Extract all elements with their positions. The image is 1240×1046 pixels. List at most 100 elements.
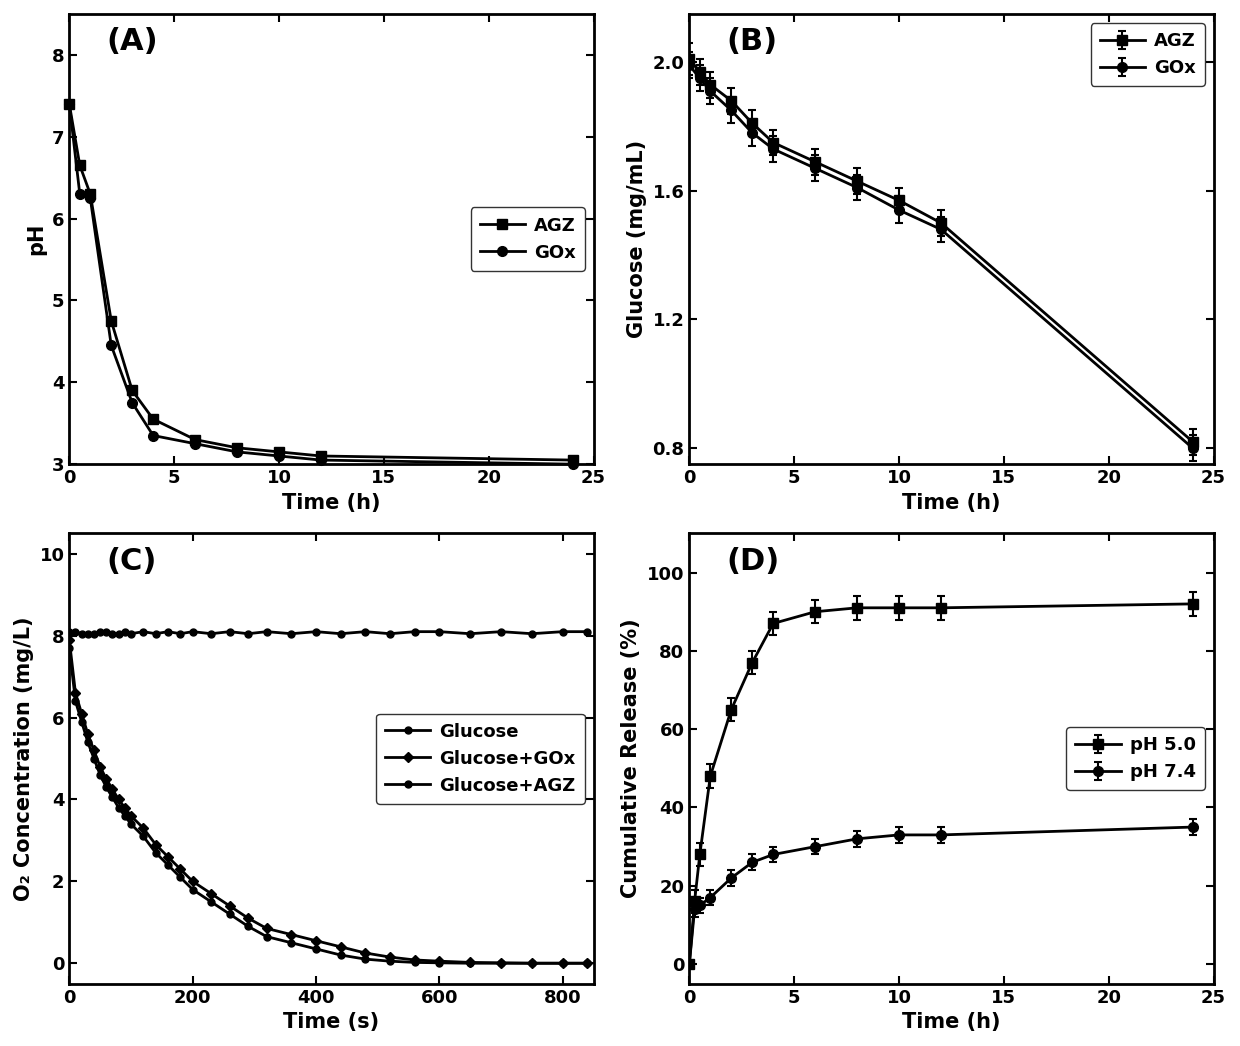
Glucose+GOx bbox=[463, 956, 477, 969]
Glucose+AGZ bbox=[112, 801, 126, 814]
X-axis label: Time (s): Time (s) bbox=[284, 1013, 379, 1032]
Glucose bbox=[136, 626, 151, 638]
AGZ bbox=[187, 433, 202, 446]
Glucose+AGZ bbox=[222, 908, 237, 920]
Glucose+GOx bbox=[172, 863, 187, 876]
GOx bbox=[272, 450, 286, 462]
Glucose+AGZ bbox=[259, 930, 274, 942]
Glucose+GOx bbox=[525, 957, 539, 970]
Glucose bbox=[222, 626, 237, 638]
Glucose+GOx bbox=[407, 954, 422, 967]
Glucose+GOx bbox=[68, 687, 83, 700]
Glucose+GOx bbox=[309, 934, 324, 947]
Glucose+GOx bbox=[383, 951, 398, 963]
GOx bbox=[104, 339, 119, 351]
GOx bbox=[83, 191, 98, 204]
Glucose+GOx bbox=[556, 957, 570, 970]
Text: (A): (A) bbox=[105, 27, 157, 56]
Glucose+AGZ bbox=[81, 736, 95, 749]
Glucose+GOx bbox=[160, 850, 175, 863]
Glucose+GOx bbox=[124, 810, 139, 822]
Glucose bbox=[463, 628, 477, 640]
Glucose+AGZ bbox=[68, 695, 83, 707]
Glucose bbox=[259, 626, 274, 638]
GOx bbox=[72, 187, 87, 200]
GOx bbox=[565, 458, 580, 471]
Glucose+GOx bbox=[432, 955, 446, 968]
Glucose+GOx bbox=[87, 744, 102, 756]
AGZ bbox=[104, 315, 119, 327]
Glucose+AGZ bbox=[407, 956, 422, 969]
Glucose+AGZ bbox=[185, 883, 200, 895]
Legend: AGZ, GOx: AGZ, GOx bbox=[1091, 23, 1204, 86]
Glucose bbox=[334, 628, 348, 640]
Glucose bbox=[407, 626, 422, 638]
Glucose+GOx bbox=[149, 838, 164, 850]
Glucose bbox=[383, 628, 398, 640]
Glucose bbox=[525, 628, 539, 640]
GOx bbox=[187, 437, 202, 450]
AGZ bbox=[565, 454, 580, 467]
Glucose bbox=[185, 626, 200, 638]
Glucose+AGZ bbox=[87, 752, 102, 765]
Glucose bbox=[580, 626, 595, 638]
Glucose bbox=[203, 628, 218, 640]
Glucose+AGZ bbox=[149, 846, 164, 859]
Glucose bbox=[99, 626, 114, 638]
Glucose+GOx bbox=[74, 707, 89, 720]
Glucose+GOx bbox=[222, 900, 237, 912]
Glucose bbox=[74, 628, 89, 640]
AGZ bbox=[72, 159, 87, 172]
Glucose bbox=[160, 626, 175, 638]
Glucose+AGZ bbox=[383, 955, 398, 968]
Glucose+GOx bbox=[105, 783, 120, 796]
Line: Glucose+AGZ: Glucose+AGZ bbox=[66, 644, 591, 967]
Glucose bbox=[149, 628, 164, 640]
Glucose bbox=[62, 626, 77, 638]
Text: (C): (C) bbox=[105, 547, 156, 576]
Glucose+GOx bbox=[136, 822, 151, 835]
AGZ bbox=[272, 446, 286, 458]
Glucose bbox=[358, 626, 373, 638]
Glucose+GOx bbox=[580, 957, 595, 970]
Glucose+AGZ bbox=[241, 920, 255, 933]
Glucose+GOx bbox=[241, 912, 255, 925]
GOx bbox=[229, 446, 244, 458]
Glucose+GOx bbox=[334, 940, 348, 953]
Line: Glucose: Glucose bbox=[66, 629, 591, 637]
Legend: Glucose, Glucose+GOx, Glucose+AGZ: Glucose, Glucose+GOx, Glucose+AGZ bbox=[376, 713, 584, 803]
Glucose+AGZ bbox=[172, 871, 187, 884]
Glucose+AGZ bbox=[105, 791, 120, 803]
Line: Glucose+GOx: Glucose+GOx bbox=[66, 636, 591, 967]
Glucose+GOx bbox=[185, 876, 200, 888]
Glucose+AGZ bbox=[525, 957, 539, 970]
X-axis label: Time (h): Time (h) bbox=[903, 493, 1001, 513]
Glucose+GOx bbox=[284, 928, 299, 940]
Glucose bbox=[172, 628, 187, 640]
Glucose+AGZ bbox=[99, 781, 114, 794]
Glucose+GOx bbox=[118, 801, 133, 814]
Glucose bbox=[87, 628, 102, 640]
Glucose+AGZ bbox=[309, 942, 324, 955]
Glucose+GOx bbox=[99, 773, 114, 786]
AGZ bbox=[62, 97, 77, 110]
X-axis label: Time (h): Time (h) bbox=[283, 493, 381, 513]
Glucose+AGZ bbox=[432, 956, 446, 969]
Glucose bbox=[105, 628, 120, 640]
Glucose+AGZ bbox=[124, 818, 139, 831]
Glucose+GOx bbox=[494, 956, 508, 969]
Glucose+AGZ bbox=[494, 957, 508, 970]
Glucose+AGZ bbox=[93, 769, 108, 781]
X-axis label: Time (h): Time (h) bbox=[903, 1013, 1001, 1032]
Glucose bbox=[68, 626, 83, 638]
Glucose bbox=[556, 626, 570, 638]
Glucose+AGZ bbox=[203, 895, 218, 908]
Glucose bbox=[81, 628, 95, 640]
Y-axis label: pH: pH bbox=[26, 223, 46, 255]
GOx bbox=[146, 429, 161, 441]
Glucose+GOx bbox=[203, 887, 218, 900]
Legend: AGZ, GOx: AGZ, GOx bbox=[471, 207, 584, 271]
Glucose+AGZ bbox=[118, 810, 133, 822]
Glucose+AGZ bbox=[284, 936, 299, 949]
GOx bbox=[62, 97, 77, 110]
